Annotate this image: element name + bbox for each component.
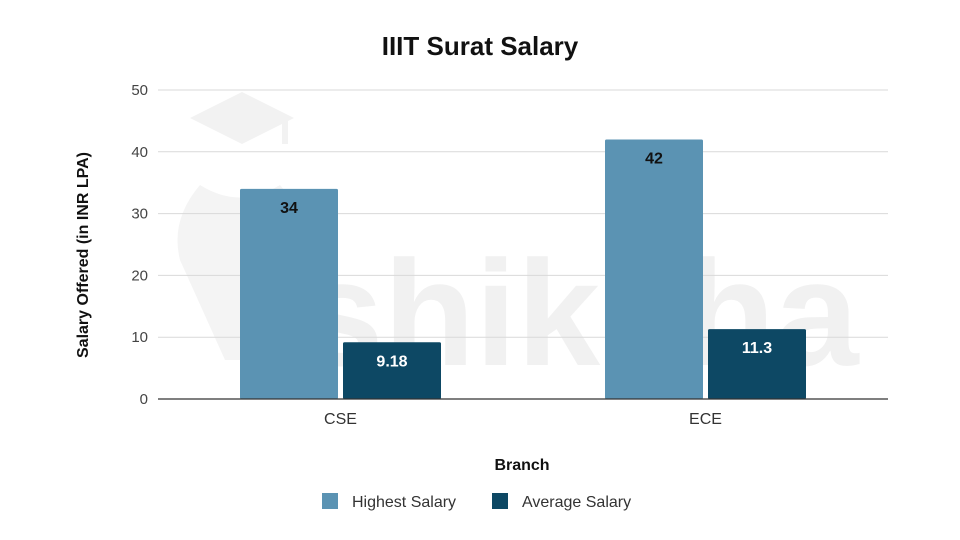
legend-label: Average Salary [522, 494, 631, 511]
watermark-cap-tassel [282, 118, 288, 144]
x-category-label: ECE [689, 411, 722, 428]
data-label: 34 [280, 200, 298, 217]
bar-highest-salary-cse [240, 188, 338, 399]
legend-label: Highest Salary [352, 494, 456, 511]
legend-swatch [322, 493, 338, 509]
x-category-labels: CSE ECE [324, 411, 722, 428]
y-tick-labels: 0 10 20 30 40 50 [131, 82, 148, 408]
y-tick-label: 50 [131, 82, 148, 99]
y-axis-label: Salary Offered (in INR LPA) [75, 152, 92, 358]
x-axis-label: Branch [494, 457, 549, 474]
legend: Highest Salary Average Salary [322, 493, 631, 511]
watermark-cap-icon [190, 92, 294, 144]
y-tick-label: 20 [131, 267, 148, 284]
bars-group [240, 139, 806, 399]
y-tick-label: 10 [131, 329, 148, 346]
bar-average-salary-ece [708, 329, 806, 399]
chart-title: IIIT Surat Salary [382, 31, 579, 61]
x-category-label: CSE [324, 411, 357, 428]
y-tick-label: 0 [140, 391, 148, 408]
data-labels: 34 9.18 42 11.3 [280, 150, 772, 370]
legend-swatch [492, 493, 508, 509]
y-tick-label: 30 [131, 206, 148, 223]
bar-average-salary-cse [343, 342, 441, 399]
data-label: 9.18 [376, 353, 407, 370]
bar-highest-salary-ece [605, 139, 703, 399]
data-label: 42 [645, 150, 663, 167]
y-tick-label: 40 [131, 144, 148, 161]
data-label: 11.3 [742, 340, 772, 357]
